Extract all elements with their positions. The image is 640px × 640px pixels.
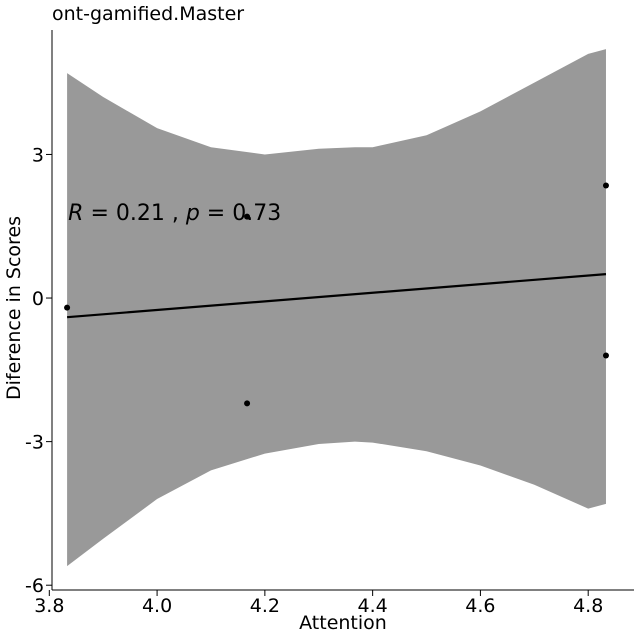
- p-symbol: p: [185, 201, 200, 226]
- data-point: [64, 304, 71, 311]
- data-point: [602, 182, 609, 189]
- y-tick-label: -3: [25, 432, 44, 454]
- x-tick-label: 4.8: [573, 595, 603, 617]
- x-tick-label: 4.4: [358, 595, 388, 617]
- data-point: [244, 400, 251, 407]
- confidence-band: [67, 49, 606, 567]
- y-tick-label: 3: [32, 144, 44, 166]
- x-tick-label: 4.0: [142, 595, 172, 617]
- x-tick-label: 3.8: [34, 595, 64, 617]
- x-tick-label: 4.2: [250, 595, 280, 617]
- data-point: [244, 213, 251, 220]
- y-tick-label: 0: [32, 288, 44, 310]
- data-point: [602, 352, 609, 359]
- p-value: = 0.73: [200, 201, 281, 226]
- regression-line: [67, 273, 607, 319]
- r-symbol: R: [68, 201, 83, 226]
- x-tick-label: 4.6: [465, 595, 495, 617]
- r-value: = 0.21 ,: [83, 201, 185, 226]
- x-axis-title: Attention: [299, 612, 387, 634]
- stat-annotation: R = 0.21 , p = 0.73: [68, 201, 281, 226]
- y-axis-title: Diference in Scores: [3, 216, 25, 400]
- chart-title: ont-gamified.Master: [52, 3, 244, 25]
- y-tick-label: -6: [25, 575, 44, 597]
